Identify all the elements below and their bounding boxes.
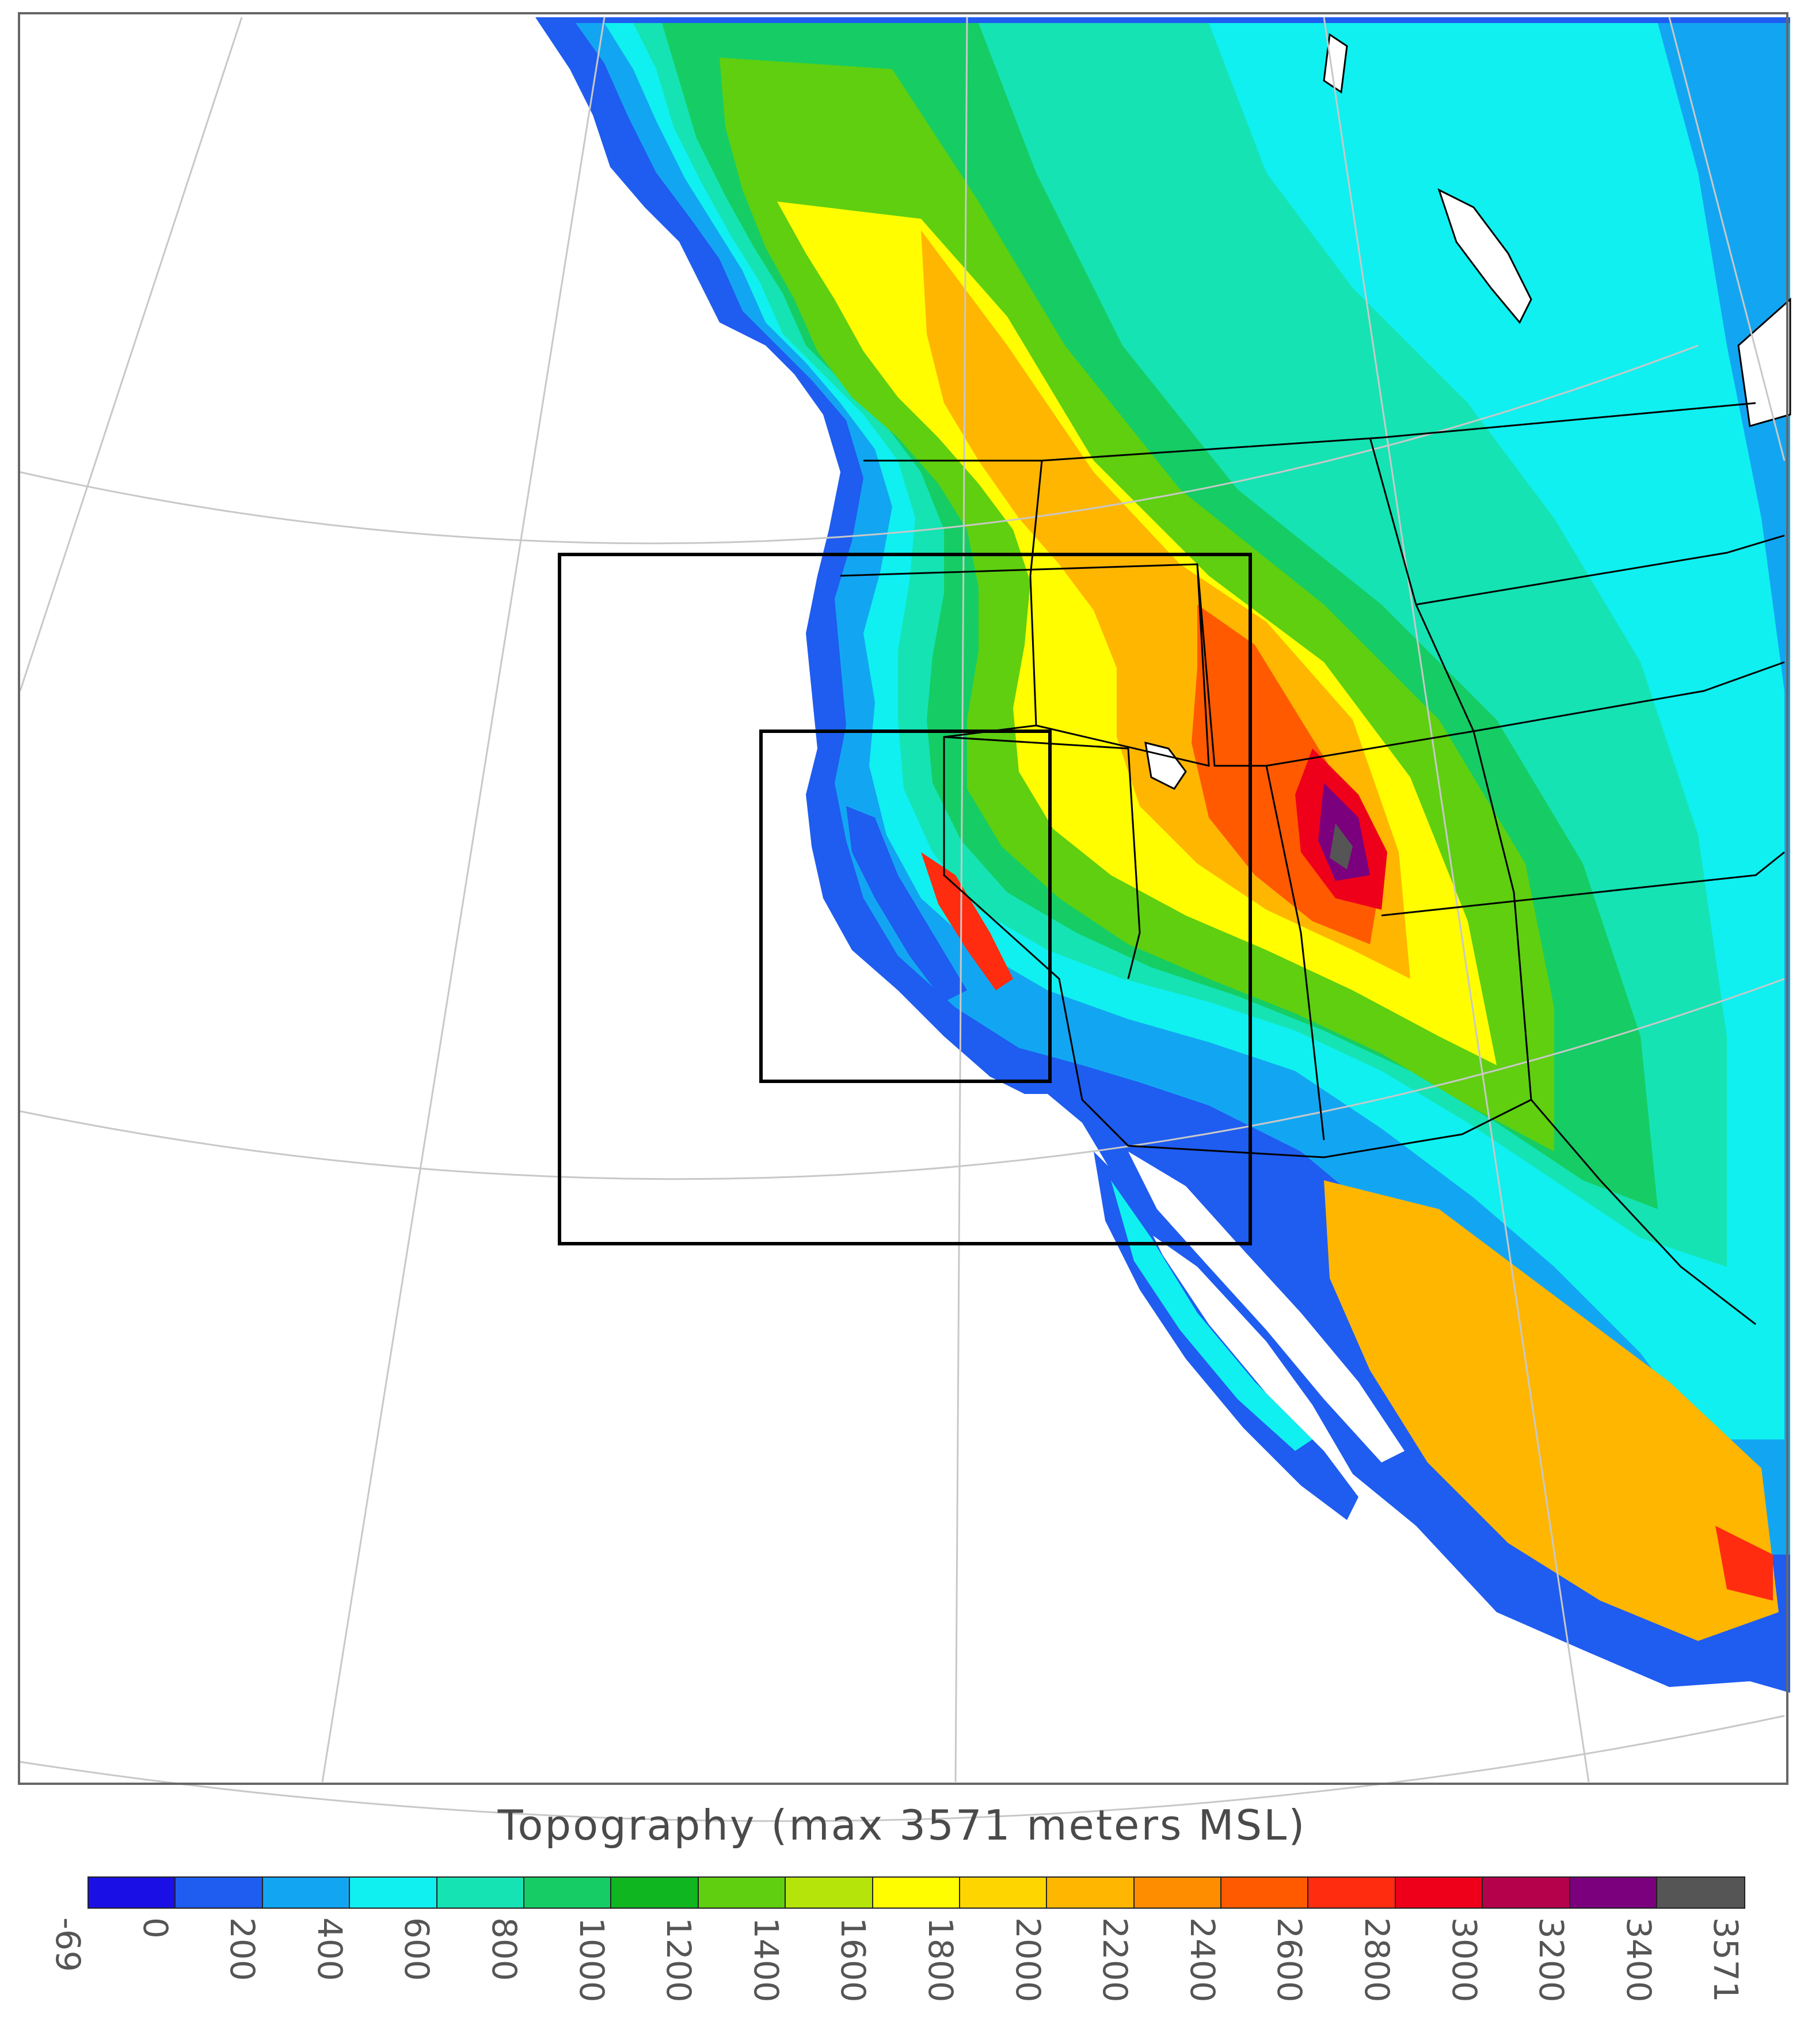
boundaries [840, 402, 1785, 1325]
outer-domain-box [558, 553, 1252, 1245]
colorbar-swatch [262, 1878, 351, 1908]
sierra-ridge [921, 852, 1013, 990]
gulf-of-california [1128, 1152, 1405, 1462]
colorbar-tick-label: 3000 [1444, 1917, 1484, 2003]
land-3400 [1330, 823, 1353, 869]
colorbar-swatch [1657, 1878, 1745, 1908]
colorbar-tick-label: 400 [310, 1917, 349, 1981]
great-salt-lake [1144, 741, 1187, 790]
us-mexico-border [1081, 1099, 1756, 1325]
colorbar-tick-label: 2400 [1182, 1917, 1222, 2003]
map-border [18, 12, 1788, 1785]
colorbar-tick-label: 800 [485, 1917, 524, 1981]
colorbar-swatch [1570, 1878, 1658, 1908]
colorbar-swatch [1483, 1878, 1570, 1908]
colorbar-swatch [437, 1878, 524, 1908]
baja-interior [1111, 1180, 1312, 1451]
colorbar-tick-label: 1800 [921, 1917, 960, 2003]
colorbar-tick-label: 2200 [1095, 1917, 1135, 2003]
map-title: Topography (max 3571 meters MSL) [497, 1801, 1307, 1849]
colorbar-tick-label: 2000 [1008, 1917, 1048, 2003]
colorbar-swatch [611, 1878, 699, 1908]
colorbar-swatch [1134, 1878, 1222, 1908]
colorbar-swatch [1221, 1878, 1309, 1908]
colorbar-tick-label: 2800 [1357, 1917, 1396, 2003]
canada-lake-2 [1323, 33, 1348, 94]
hudson-bay-edge [1737, 297, 1791, 427]
graticule [19, 17, 1786, 1822]
colorbar-tick-label: 600 [397, 1917, 437, 1981]
colorbar-swatch [786, 1878, 873, 1908]
colorbar-tick-label: 3200 [1532, 1917, 1571, 2003]
canada-lake-1 [1437, 188, 1532, 324]
colorbar-swatch [176, 1878, 263, 1908]
colorbar-swatch [1308, 1878, 1396, 1908]
colorbar-swatch [698, 1878, 786, 1908]
colorbar-tick-label: -69 [48, 1917, 87, 1972]
colorbar-tick-label: 1200 [659, 1917, 699, 2003]
colorbar-tick-label: 2600 [1270, 1917, 1310, 2003]
mexico-peak [1715, 1526, 1773, 1601]
colorbar [87, 1876, 1746, 1909]
colorbar-tick-label: 1400 [746, 1917, 786, 2003]
colorbar-tick-label: 3571 [1706, 1917, 1746, 2003]
colorbar-tick-label: 1000 [572, 1917, 611, 2003]
colorbar-swatch [873, 1878, 960, 1908]
colorbar-swatch [350, 1878, 437, 1908]
colorbar-tick-label: 1600 [834, 1917, 873, 2003]
inner-domain-box [759, 730, 1052, 1083]
central-valley [846, 806, 967, 1002]
colorbar-swatch [1047, 1878, 1135, 1908]
colorbar-tick-label: 3400 [1619, 1917, 1658, 2003]
colorbar-tick-label: 0 [135, 1917, 175, 1939]
canada-us-border [863, 402, 1756, 462]
colorbar-tick-label: 200 [223, 1917, 262, 1981]
colorbar-swatch [960, 1878, 1048, 1908]
terrain-layer [535, 17, 1791, 1693]
colorbar-swatch [89, 1878, 176, 1908]
mexico-highlands [1324, 1180, 1779, 1641]
colorbar-swatch [524, 1878, 612, 1908]
colorbar-swatch [1395, 1878, 1483, 1908]
